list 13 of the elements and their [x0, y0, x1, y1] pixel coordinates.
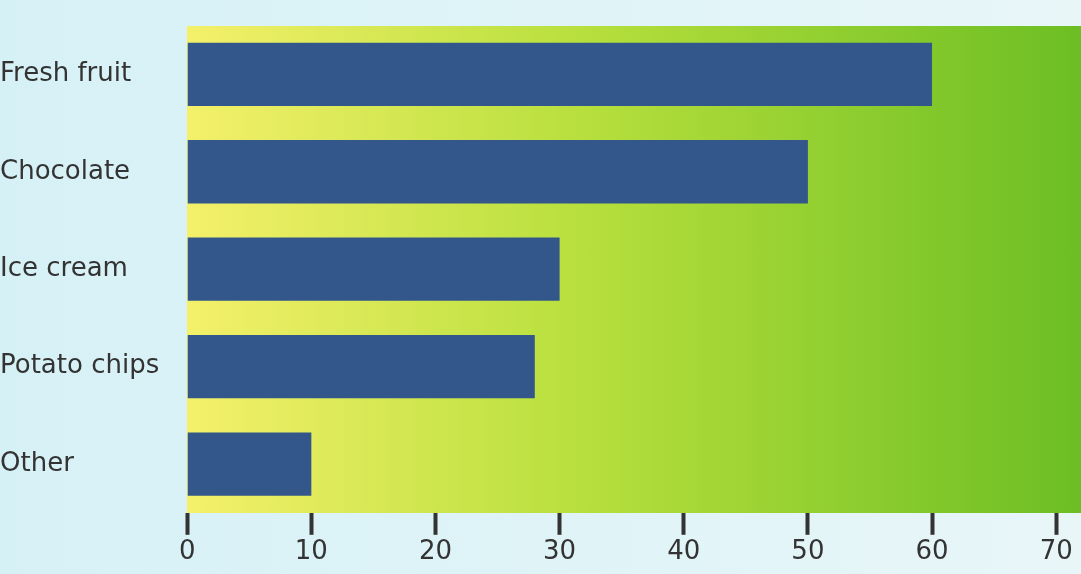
x-tick-label: 0: [178, 535, 196, 566]
y-tick-label: Potato chips: [0, 349, 160, 380]
x-tick-label: 70: [1039, 535, 1073, 566]
x-tick-label: 50: [791, 535, 825, 566]
x-tick-label: 60: [915, 535, 949, 566]
y-tick-label: Ice cream: [0, 251, 128, 282]
x-tick-label: 20: [418, 535, 453, 566]
y-tick-label: Other: [0, 446, 75, 477]
y-tick-label: Chocolate: [0, 154, 131, 185]
x-tick-label: 10: [294, 535, 328, 566]
x-tick-label: 30: [543, 535, 577, 566]
y-tick-label: Fresh fruit: [0, 57, 132, 88]
x-tick-label: 40: [667, 535, 701, 566]
